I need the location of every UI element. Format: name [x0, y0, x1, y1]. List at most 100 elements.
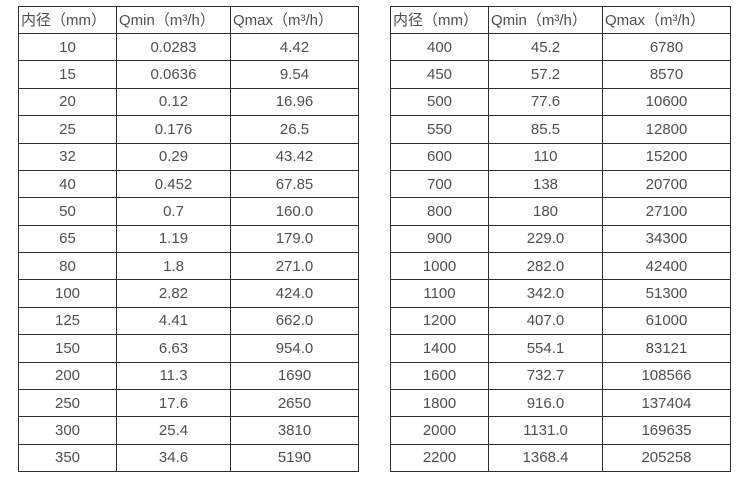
cell: 954.0 [230, 334, 359, 363]
cell: 10600 [602, 87, 731, 117]
table-row: 1200 407.0 61000 [390, 306, 731, 336]
cell: 42400 [602, 251, 731, 281]
cell: 2200 [390, 443, 489, 473]
table-row: 50 0.7 160.0 [18, 197, 359, 226]
table-row: 1800 916.0 137404 [390, 388, 731, 418]
cell: 250 [18, 388, 117, 418]
column-header: Qmin（m³/h） [116, 6, 231, 34]
table-row: 300 25.4 3810 [18, 416, 359, 445]
table-row: 32 0.29 43.42 [18, 142, 359, 171]
diameter-flow-table-right: 内径（mm） Qmin（m³/h） Qmax（m³/h） 400 45.2 6780 450… [390, 6, 731, 473]
cell: 900 [390, 224, 489, 254]
table-row: 450 57.2 8570 [390, 60, 731, 89]
cell: 916.0 [488, 388, 603, 418]
cell: 61000 [602, 306, 731, 336]
table-row: 20 0.12 16.96 [18, 87, 359, 117]
cell: 1.19 [116, 224, 231, 254]
cell: 0.0636 [116, 60, 231, 89]
cell: 100 [18, 279, 117, 308]
cell: 25 [18, 115, 117, 144]
table-row: 500 77.6 10600 [390, 87, 731, 117]
cell: 15 [18, 60, 117, 89]
cell: 662.0 [230, 306, 359, 336]
cell: 160.0 [230, 197, 359, 226]
cell: 350 [18, 443, 117, 473]
cell: 0.7 [116, 197, 231, 226]
cell: 45.2 [488, 32, 603, 62]
table-row: 1100 342.0 51300 [390, 279, 731, 308]
cell: 179.0 [230, 224, 359, 254]
cell: 554.1 [488, 334, 603, 363]
cell: 1600 [390, 361, 489, 390]
cell: 83121 [602, 334, 731, 363]
cell: 0.29 [116, 142, 231, 171]
cell: 800 [390, 197, 489, 226]
cell: 180 [488, 197, 603, 226]
cell: 282.0 [488, 251, 603, 281]
table-row: 40 0.452 67.85 [18, 169, 359, 199]
table-row: 1600 732.7 108566 [390, 361, 731, 390]
header-row: 内径（mm） Qmin（m³/h） Qmax（m³/h） [18, 6, 359, 34]
cell: 700 [390, 169, 489, 199]
cell: 1368.4 [488, 443, 603, 473]
cell: 77.6 [488, 87, 603, 117]
table-row: 900 229.0 34300 [390, 224, 731, 254]
cell: 4.41 [116, 306, 231, 336]
header-row: 内径（mm） Qmin（m³/h） Qmax（m³/h） [390, 6, 731, 34]
cell: 26.5 [230, 115, 359, 144]
cell: 424.0 [230, 279, 359, 308]
cell: 34300 [602, 224, 731, 254]
table-row: 2200 1368.4 205258 [390, 443, 731, 473]
cell: 300 [18, 416, 117, 445]
table-row: 550 85.5 12800 [390, 115, 731, 144]
cell: 12800 [602, 115, 731, 144]
cell: 1200 [390, 306, 489, 336]
cell: 0.12 [116, 87, 231, 117]
cell: 2650 [230, 388, 359, 418]
cell: 1131.0 [488, 416, 603, 445]
cell: 50 [18, 197, 117, 226]
table-row: 150 6.63 954.0 [18, 334, 359, 363]
table-row: 100 2.82 424.0 [18, 279, 359, 308]
cell: 2000 [390, 416, 489, 445]
cell: 8570 [602, 60, 731, 89]
cell: 108566 [602, 361, 731, 390]
cell: 17.6 [116, 388, 231, 418]
cell: 9.54 [230, 60, 359, 89]
cell: 25.4 [116, 416, 231, 445]
cell: 0.452 [116, 169, 231, 199]
cell: 1000 [390, 251, 489, 281]
cell: 500 [390, 87, 489, 117]
column-header: Qmax（m³/h） [230, 6, 359, 34]
cell: 6780 [602, 32, 731, 62]
cell: 1800 [390, 388, 489, 418]
cell: 229.0 [488, 224, 603, 254]
cell: 40 [18, 169, 117, 199]
table-row: 80 1.8 271.0 [18, 251, 359, 281]
cell: 200 [18, 361, 117, 390]
cell: 3810 [230, 416, 359, 445]
cell: 1400 [390, 334, 489, 363]
cell: 10 [18, 32, 117, 62]
column-header: 内径（mm） [18, 6, 117, 34]
cell: 407.0 [488, 306, 603, 336]
diameter-flow-table-left: 内径（mm） Qmin（m³/h） Qmax（m³/h） 10 0.0283 4.42 15… [18, 6, 359, 473]
cell: 1690 [230, 361, 359, 390]
cell: 43.42 [230, 142, 359, 171]
table-row: 400 45.2 6780 [390, 32, 731, 62]
table-row: 700 138 20700 [390, 169, 731, 199]
cell: 34.6 [116, 443, 231, 473]
cell: 0.176 [116, 115, 231, 144]
cell: 450 [390, 60, 489, 89]
cell: 57.2 [488, 60, 603, 89]
cell: 67.85 [230, 169, 359, 199]
cell: 51300 [602, 279, 731, 308]
column-header: Qmin（m³/h） [488, 6, 603, 34]
cell: 20700 [602, 169, 731, 199]
cell: 732.7 [488, 361, 603, 390]
cell: 15200 [602, 142, 731, 171]
cell: 110 [488, 142, 603, 171]
cell: 138 [488, 169, 603, 199]
cell: 6.63 [116, 334, 231, 363]
